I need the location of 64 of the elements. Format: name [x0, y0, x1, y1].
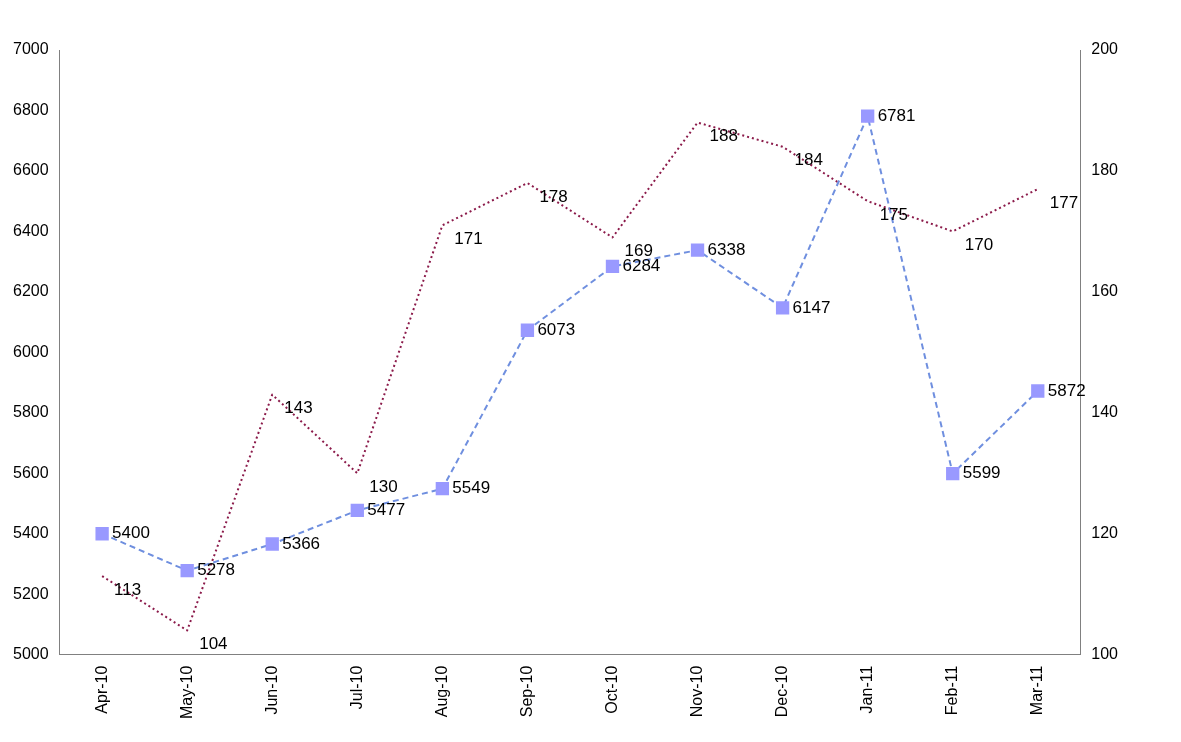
y2-tick-label: 120	[1091, 524, 1119, 542]
y-tick-label: 6000	[13, 342, 49, 360]
data-label: 6338	[707, 239, 746, 259]
y2-tick-label: 200	[1091, 40, 1119, 58]
y-tick-label: 5600	[13, 463, 49, 481]
x-tick-label: Mar-11	[1028, 665, 1046, 716]
data-label: 171	[454, 229, 483, 249]
data-label: 184	[794, 150, 823, 170]
y-tick-label: 6200	[13, 282, 49, 300]
y2-tick-label: 180	[1091, 161, 1119, 179]
y-tick-label: 5000	[13, 645, 49, 663]
x-tick-label: Jun-10	[262, 665, 280, 715]
data-label: 175	[879, 204, 909, 224]
x-tick-label: Jan-11	[858, 665, 876, 714]
data-label: 5366	[282, 533, 321, 553]
x-tick-label: Oct-10	[602, 665, 620, 714]
x-tick-label: Nov-10	[687, 665, 705, 718]
data-label: 5549	[452, 478, 491, 498]
y-tick-label: 6400	[13, 221, 49, 239]
point	[265, 537, 279, 551]
point	[1031, 384, 1045, 398]
data-label: 5599	[962, 463, 1001, 483]
point	[95, 527, 109, 541]
y-tick-label: 6600	[13, 161, 49, 179]
data-label: 6147	[792, 297, 831, 317]
point	[180, 563, 194, 578]
data-label: 6073	[537, 319, 576, 339]
y-tick-label: 6800	[13, 100, 49, 118]
data-label: 177	[1049, 192, 1079, 212]
y-tick-label: 7000	[13, 40, 49, 58]
data-label: 104	[199, 634, 228, 654]
point	[520, 323, 535, 337]
data-label: 6284	[622, 256, 661, 276]
y-tick-label: 5200	[13, 584, 49, 602]
x-tick-label: Sep-10	[517, 665, 535, 718]
y-tick-label: 5800	[13, 403, 49, 421]
point	[690, 243, 705, 257]
data-label: 113	[114, 579, 142, 599]
x-tick-label: Apr-10	[92, 665, 110, 714]
x-tick-label: Aug-10	[432, 665, 450, 718]
data-label: 5400	[112, 523, 150, 543]
x-tick-label: Dec-10	[773, 665, 790, 718]
point	[861, 109, 875, 123]
data-label: 5477	[367, 500, 406, 520]
x-tick-label: May-10	[177, 665, 195, 720]
y2-tick-label: 100	[1091, 645, 1119, 663]
data-label: 178	[539, 186, 568, 206]
point	[946, 466, 960, 481]
point	[775, 301, 790, 315]
data-label: 130	[369, 476, 398, 496]
data-label: 188	[709, 126, 738, 146]
data-label: 143	[284, 398, 313, 418]
data-label: 6781	[877, 105, 916, 125]
data-label: 5278	[197, 560, 236, 580]
x-tick-label: Jul-10	[347, 665, 365, 710]
point	[605, 259, 620, 274]
data-label: 170	[964, 235, 994, 255]
y-tick-label: 5400	[13, 524, 49, 542]
y2-tick-label: 160	[1091, 282, 1119, 300]
data-label: 5872	[1047, 380, 1086, 400]
x-tick-label: Feb-11	[943, 665, 961, 716]
y2-tick-label: 140	[1091, 403, 1119, 421]
point	[435, 482, 450, 496]
point	[350, 503, 364, 518]
